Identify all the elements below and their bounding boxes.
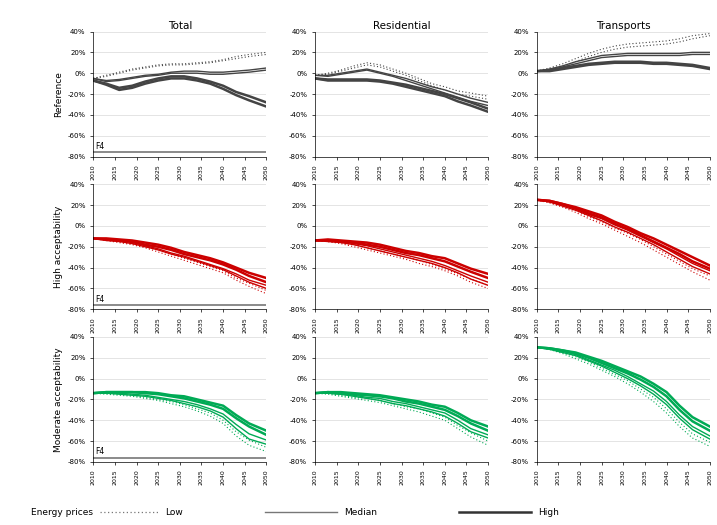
Title: Transports: Transports bbox=[596, 20, 650, 31]
Y-axis label: High acceptability: High acceptability bbox=[54, 206, 63, 288]
Text: Energy prices: Energy prices bbox=[32, 508, 93, 517]
Y-axis label: Reference: Reference bbox=[54, 71, 63, 117]
Text: F4: F4 bbox=[95, 142, 105, 151]
Text: Low: Low bbox=[165, 508, 183, 517]
Text: F4: F4 bbox=[95, 447, 105, 456]
Title: Total: Total bbox=[168, 20, 192, 31]
Text: Median: Median bbox=[344, 508, 377, 517]
Text: F4: F4 bbox=[95, 295, 105, 303]
Title: Residential: Residential bbox=[373, 20, 430, 31]
Text: High: High bbox=[538, 508, 559, 517]
Y-axis label: Moderate acceptability: Moderate acceptability bbox=[54, 347, 63, 452]
